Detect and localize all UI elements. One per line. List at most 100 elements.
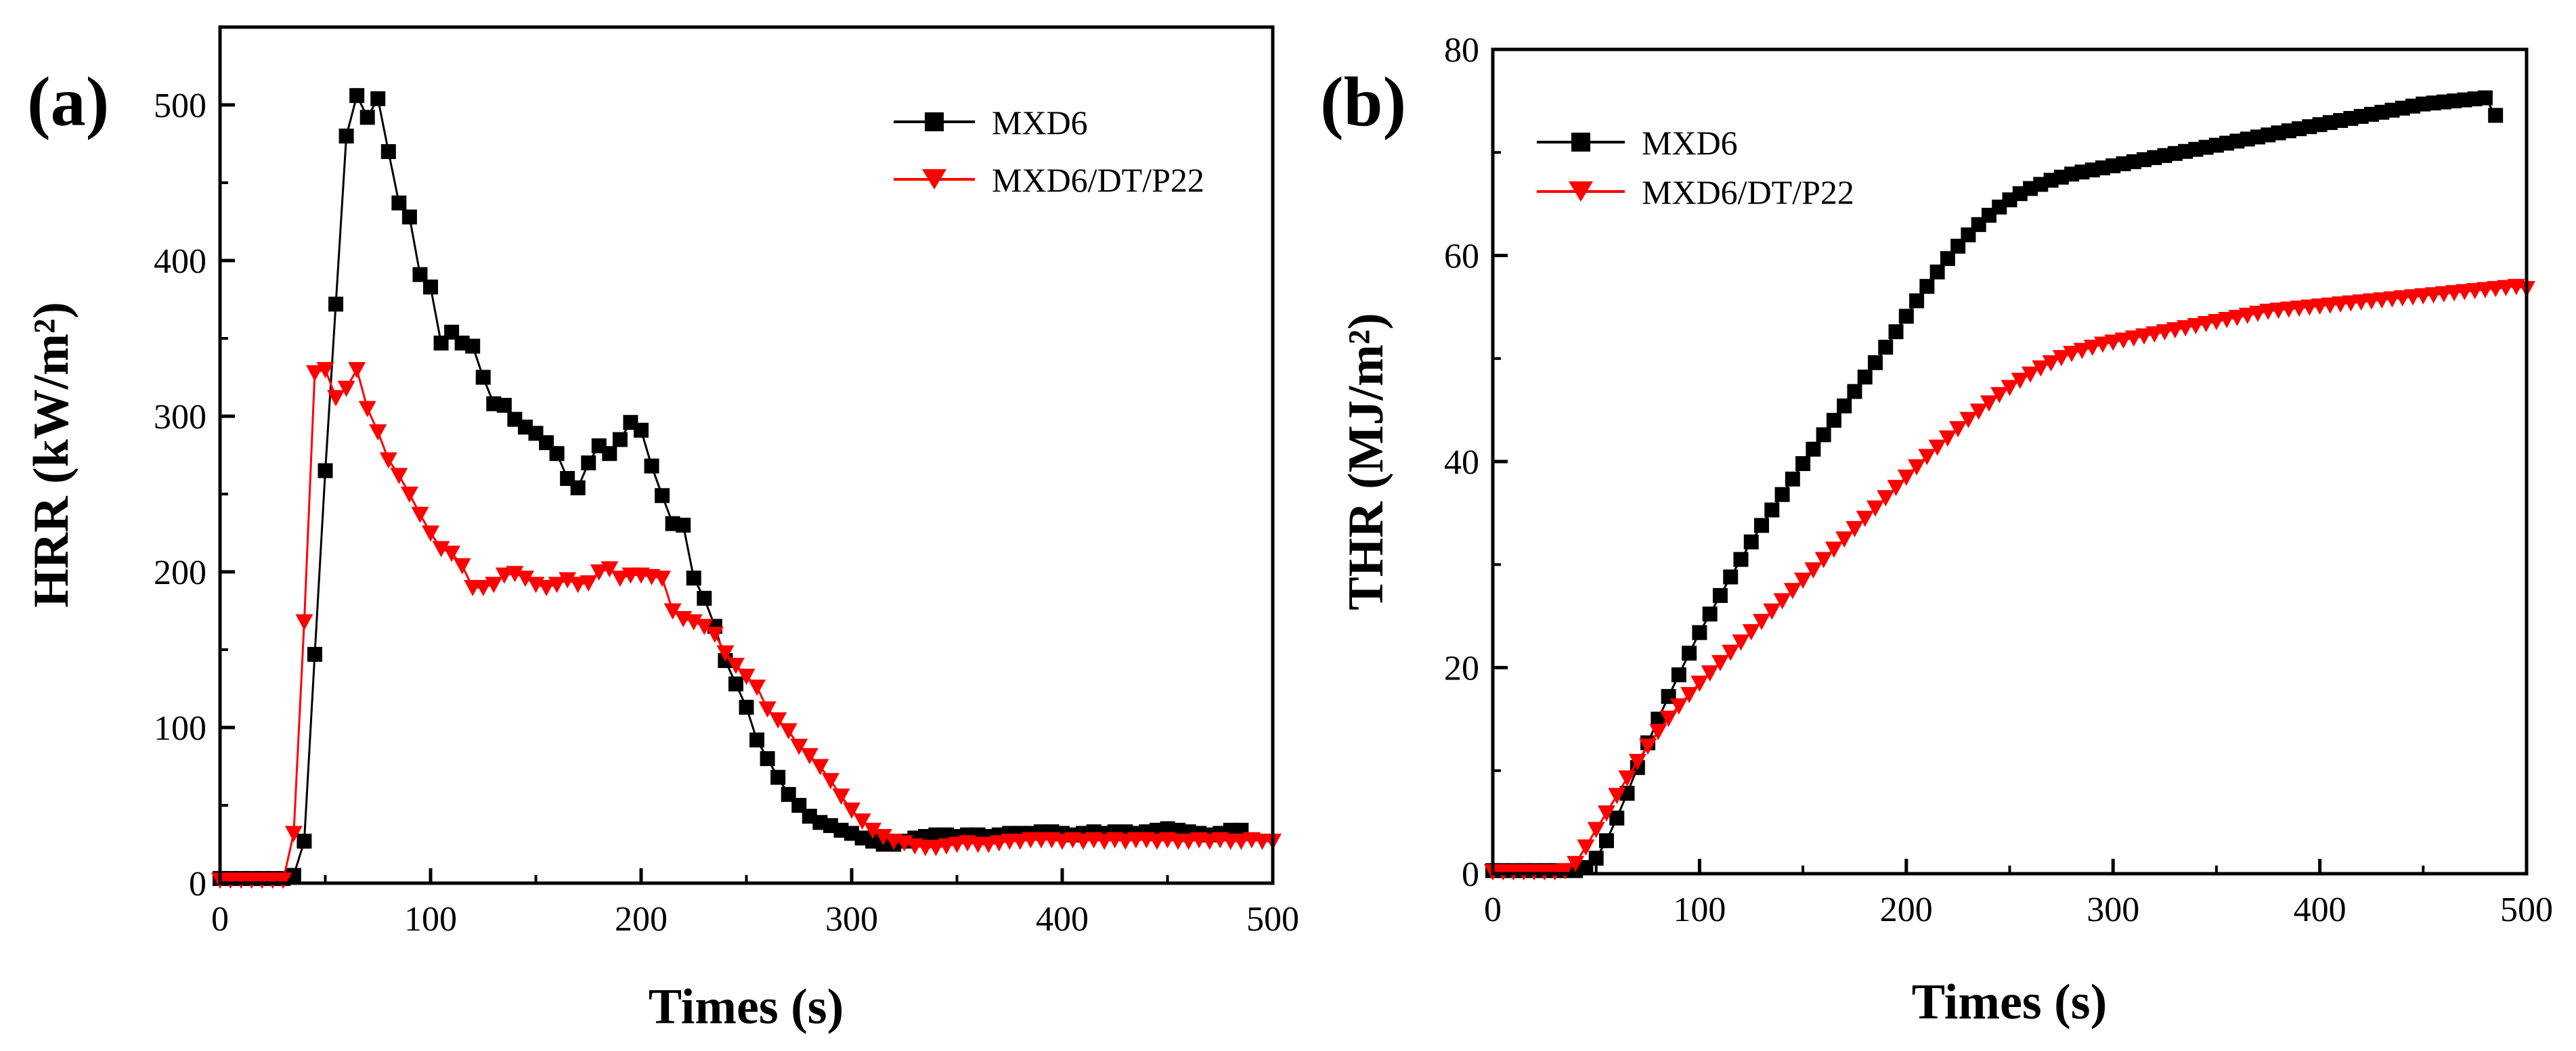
- data-point-mxd6-dt-p22-a: [474, 580, 492, 596]
- data-point-mxd6-dt-p22-b: [1753, 613, 1771, 630]
- data-point-mxd6-dt-p22-a: [1116, 833, 1135, 850]
- data-point-mxd6-a: [318, 463, 333, 478]
- data-point-mxd6-dt-p22-b: [1701, 665, 1719, 682]
- data-point-mxd6-dt-p22-b: [2063, 346, 2081, 363]
- data-point-mxd6-dt-p22-a: [695, 619, 714, 635]
- data-point-mxd6-a: [655, 488, 670, 504]
- data-point-mxd6-dt-p22-b: [1877, 490, 1895, 507]
- panel-label-b: (b): [1320, 63, 1406, 141]
- data-point-mxd6-dt-p22-a: [663, 603, 682, 620]
- y-axis-title-b: THR (MJ/m²): [1338, 313, 1394, 610]
- data-point-mxd6-dt-p22-a: [358, 401, 376, 418]
- data-point-mxd6-dt-p22-a: [1011, 833, 1029, 850]
- data-point-mxd6-a: [570, 480, 586, 495]
- data-point-mxd6-dt-p22-a: [684, 614, 703, 631]
- data-point-mxd6-a: [423, 279, 438, 295]
- x-axis-title-a: Times (s): [649, 979, 844, 1035]
- data-point-mxd6-a: [549, 446, 565, 462]
- data-point-mxd6-dt-p22-b: [2135, 328, 2154, 345]
- data-point-mxd6-dt-p22-b: [2032, 360, 2050, 377]
- data-point-mxd6-dt-p22-b: [1732, 634, 1750, 651]
- data-point-mxd6-dt-p22-a: [422, 525, 439, 542]
- legend-entry-mxd6-b: MXD6: [1537, 124, 1738, 162]
- data-point-mxd6-dt-p22-b: [1722, 644, 1740, 661]
- data-point-mxd6-dt-p22-a: [1179, 833, 1198, 850]
- data-point-mxd6-dt-p22-b: [2001, 380, 2019, 397]
- data-point-mxd6-b: [1878, 340, 1894, 355]
- data-point-mxd6-dt-p22-b: [1659, 711, 1678, 728]
- data-point-mxd6-dt-p22-b: [2011, 372, 2029, 389]
- data-point-mxd6-dt-p22-b: [2228, 309, 2246, 326]
- data-point-mxd6-b: [1950, 238, 1966, 254]
- data-point-mxd6-a: [644, 458, 659, 474]
- y-tick-label-a-200: 200: [154, 554, 206, 592]
- panel-a-hrr-chart: (a) 0 100 200 300 400 500 0 100 200 300 400 500 Tim…: [24, 25, 1299, 1035]
- data-point-mxd6-b: [1743, 534, 1759, 550]
- data-point-mxd6-dt-p22-b: [1835, 531, 1854, 548]
- data-point-mxd6-dt-p22-a: [601, 561, 619, 578]
- data-point-mxd6-dt-p22-b: [2207, 313, 2225, 330]
- data-point-mxd6-b: [1754, 518, 1770, 533]
- data-point-mxd6-dt-p22-b: [2218, 311, 2236, 328]
- legend-marker-mxd6-a: [925, 112, 944, 131]
- data-point-mxd6-b: [1598, 833, 1614, 849]
- y-tick-label-b-40: 40: [1444, 443, 1479, 482]
- legend-label-mxd6-b: MXD6: [1642, 124, 1738, 162]
- data-point-mxd6-a: [328, 296, 344, 312]
- data-point-mxd6-dt-p22-b: [2093, 336, 2112, 353]
- data-point-mxd6-b: [1588, 851, 1604, 866]
- x-tick-label-a-400: 400: [1036, 900, 1089, 939]
- data-point-mxd6-b: [1888, 324, 1904, 340]
- data-point-mxd6-a: [496, 397, 512, 413]
- data-point-mxd6-a: [749, 732, 765, 748]
- plot-area-a: [211, 88, 1282, 889]
- data-point-mxd6-dt-p22-b: [1597, 805, 1615, 822]
- data-point-mxd6-dt-p22-b: [1794, 573, 1812, 589]
- data-point-mxd6-b: [1909, 293, 1925, 309]
- data-point-mxd6-b: [1898, 309, 1914, 324]
- x-tick-label-b-0: 0: [1484, 891, 1502, 929]
- data-point-mxd6-dt-p22-b: [1959, 411, 1978, 428]
- data-point-mxd6-a: [307, 646, 322, 662]
- data-point-mxd6-dt-p22-a: [390, 468, 408, 485]
- data-point-mxd6-dt-p22-b: [1567, 855, 1585, 872]
- data-point-mxd6-b: [1929, 264, 1945, 279]
- data-point-mxd6-b: [1651, 711, 1666, 727]
- data-point-mxd6-dt-p22-a: [569, 577, 587, 594]
- data-point-mxd6-a: [349, 88, 365, 104]
- y-tick-label-a-400: 400: [154, 242, 206, 281]
- data-point-mxd6-dt-p22-b: [1608, 788, 1626, 805]
- data-point-mxd6-b: [1806, 441, 1821, 457]
- data-point-mxd6-dt-p22-b: [1887, 480, 1905, 497]
- data-point-mxd6-dt-p22-b: [1804, 562, 1822, 579]
- data-point-mxd6-dt-p22-b: [1628, 754, 1646, 771]
- data-point-mxd6-b: [1764, 502, 1780, 518]
- data-point-mxd6-dt-p22-b: [1783, 583, 1802, 600]
- data-point-mxd6-dt-p22-b: [1969, 403, 1988, 420]
- axis-ticks-a: 0 100 200 300 400 500 0 100 200 300 400 500: [154, 87, 1299, 939]
- data-point-mxd6-dt-p22-a: [705, 627, 724, 643]
- data-point-mxd6-dt-p22-a: [443, 545, 461, 562]
- data-point-mxd6-a: [370, 91, 386, 106]
- data-point-mxd6-dt-p22-a: [485, 577, 503, 594]
- data-point-mxd6-a: [602, 446, 617, 462]
- data-point-mxd6-dt-p22-b: [1587, 822, 1605, 838]
- data-point-mxd6-dt-p22-b: [2052, 350, 2070, 367]
- data-point-mxd6-dt-p22-a: [411, 506, 429, 523]
- data-point-mxd6-dt-p22-b: [1773, 593, 1791, 610]
- data-point-mxd6-dt-p22-b: [1742, 624, 1760, 641]
- data-point-mxd6-b: [1712, 587, 1728, 603]
- data-point-mxd6-dt-p22-a: [1074, 833, 1093, 850]
- data-point-mxd6-dt-p22-b: [2022, 366, 2040, 383]
- data-point-mxd6-dt-p22-b: [2238, 307, 2256, 324]
- data-point-mxd6-b: [1837, 398, 1852, 413]
- data-point-mxd6-dt-p22-b: [1856, 510, 1874, 527]
- x-axis-title-b: Times (s): [1912, 975, 2107, 1030]
- data-point-mxd6-dt-p22-b: [1577, 839, 1595, 856]
- data-point-mxd6-dt-p22-a: [726, 658, 745, 674]
- data-point-mxd6-dt-p22-b: [1908, 459, 1926, 476]
- data-point-mxd6-dt-p22-b: [1618, 770, 1636, 787]
- x-tick-label-b-200: 200: [1880, 891, 1933, 929]
- data-point-mxd6-b: [1682, 646, 1697, 661]
